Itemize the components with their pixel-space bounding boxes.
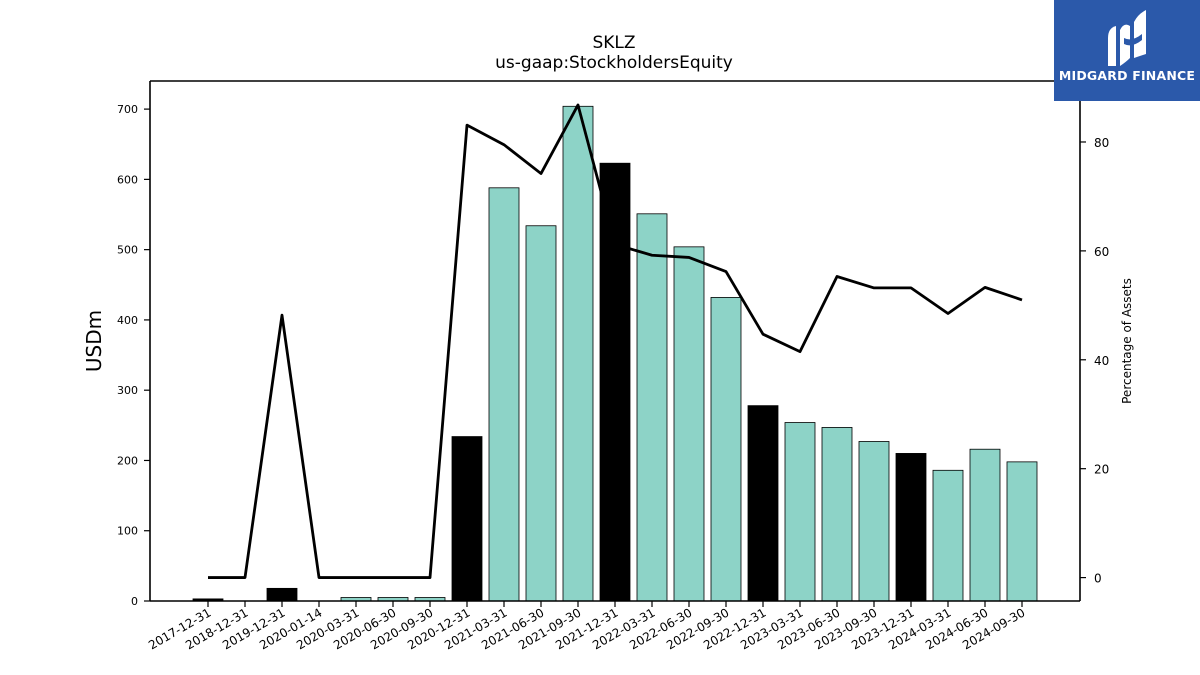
bar	[1006, 461, 1038, 602]
y2-tick-label: 40	[1094, 354, 1109, 368]
bar	[895, 453, 927, 602]
bar	[636, 213, 668, 602]
chart-subtitle: us-gaap:StockholdersEquity	[495, 53, 733, 73]
y-tick-label: 100	[117, 525, 138, 538]
y-tick-label: 500	[117, 244, 138, 257]
bar	[821, 427, 853, 602]
line-series	[208, 103, 1023, 579]
y-tick-label: 300	[117, 384, 138, 397]
y-tick-label: 600	[117, 173, 138, 186]
midgard-finance-logo: MIDGARD FINANCE	[1054, 0, 1200, 101]
bar	[266, 587, 298, 602]
bar	[562, 105, 594, 602]
y2-tick-label: 80	[1094, 136, 1109, 150]
bar	[932, 469, 964, 602]
y-tick-label: 700	[117, 103, 138, 116]
bar	[858, 441, 890, 602]
bar	[969, 448, 1001, 602]
y-axis-label: USDm	[82, 310, 106, 372]
y-tick-label: 400	[117, 314, 138, 327]
percentage-line	[208, 103, 1023, 579]
bar	[710, 297, 742, 602]
y2-axis-label: Percentage of Assets	[1120, 278, 1134, 404]
bar	[488, 187, 520, 602]
logo-mark-icon	[1108, 10, 1146, 67]
y2-tick-label: 0	[1094, 572, 1102, 586]
y-tick-label: 0	[131, 595, 138, 608]
bar	[673, 246, 705, 602]
bar	[747, 405, 779, 602]
bar-series	[192, 105, 1038, 602]
y2-tick-label: 60	[1094, 245, 1109, 259]
y-tick-label: 200	[117, 454, 138, 467]
y2-tick-label: 20	[1094, 463, 1109, 477]
bar	[784, 422, 816, 602]
bar	[599, 162, 631, 602]
bar	[525, 225, 557, 602]
logo-text: MIDGARD FINANCE	[1058, 68, 1196, 83]
bar	[451, 436, 483, 602]
chart-title: SKLZ	[592, 33, 635, 53]
